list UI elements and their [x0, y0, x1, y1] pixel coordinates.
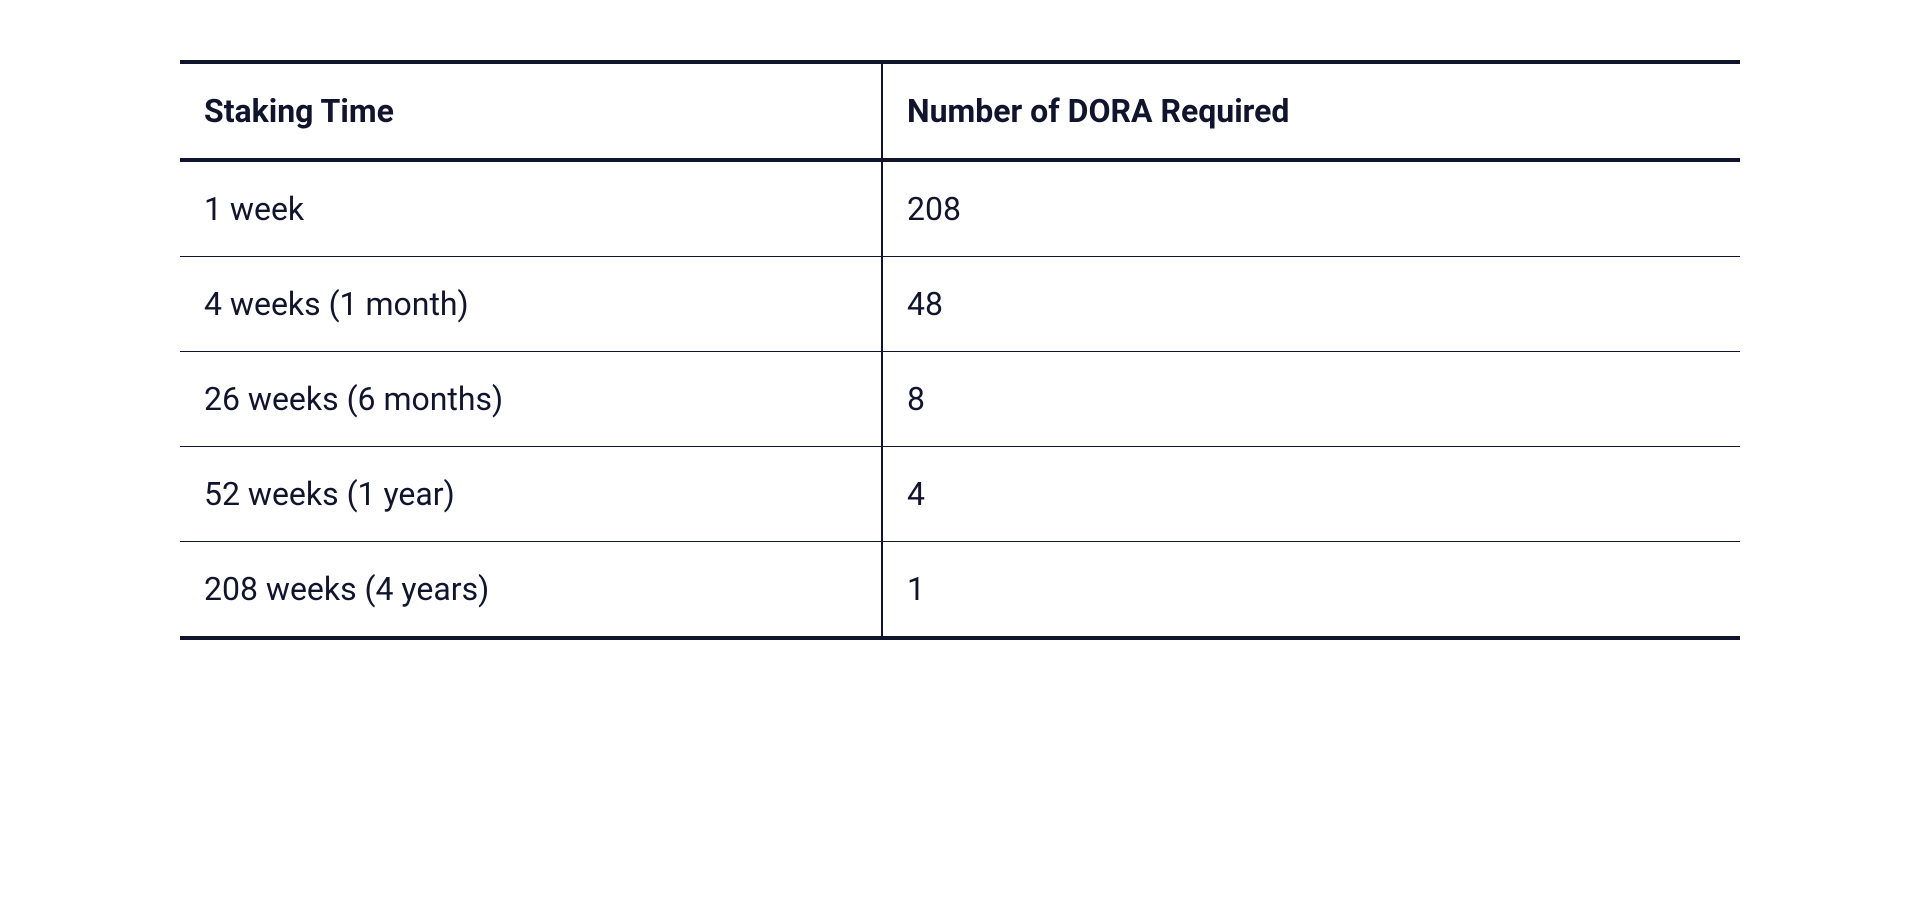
- cell-dora-required: 1: [882, 542, 1740, 639]
- cell-dora-required: 8: [882, 352, 1740, 447]
- cell-staking-time: 1 week: [180, 160, 882, 257]
- cell-dora-required: 208: [882, 160, 1740, 257]
- table-header: Staking Time Number of DORA Required: [180, 62, 1740, 160]
- column-header-staking-time: Staking Time: [180, 62, 882, 160]
- cell-staking-time: 208 weeks (4 years): [180, 542, 882, 639]
- table-row: 4 weeks (1 month) 48: [180, 257, 1740, 352]
- cell-dora-required: 4: [882, 447, 1740, 542]
- cell-dora-required: 48: [882, 257, 1740, 352]
- table-body: 1 week 208 4 weeks (1 month) 48 26 weeks…: [180, 160, 1740, 638]
- table-row: 1 week 208: [180, 160, 1740, 257]
- table-header-row: Staking Time Number of DORA Required: [180, 62, 1740, 160]
- table-row: 208 weeks (4 years) 1: [180, 542, 1740, 639]
- table-row: 26 weeks (6 months) 8: [180, 352, 1740, 447]
- cell-staking-time: 52 weeks (1 year): [180, 447, 882, 542]
- staking-table-container: Staking Time Number of DORA Required 1 w…: [180, 60, 1740, 640]
- cell-staking-time: 4 weeks (1 month): [180, 257, 882, 352]
- column-header-dora-required: Number of DORA Required: [882, 62, 1740, 160]
- staking-table: Staking Time Number of DORA Required 1 w…: [180, 60, 1740, 640]
- table-row: 52 weeks (1 year) 4: [180, 447, 1740, 542]
- cell-staking-time: 26 weeks (6 months): [180, 352, 882, 447]
